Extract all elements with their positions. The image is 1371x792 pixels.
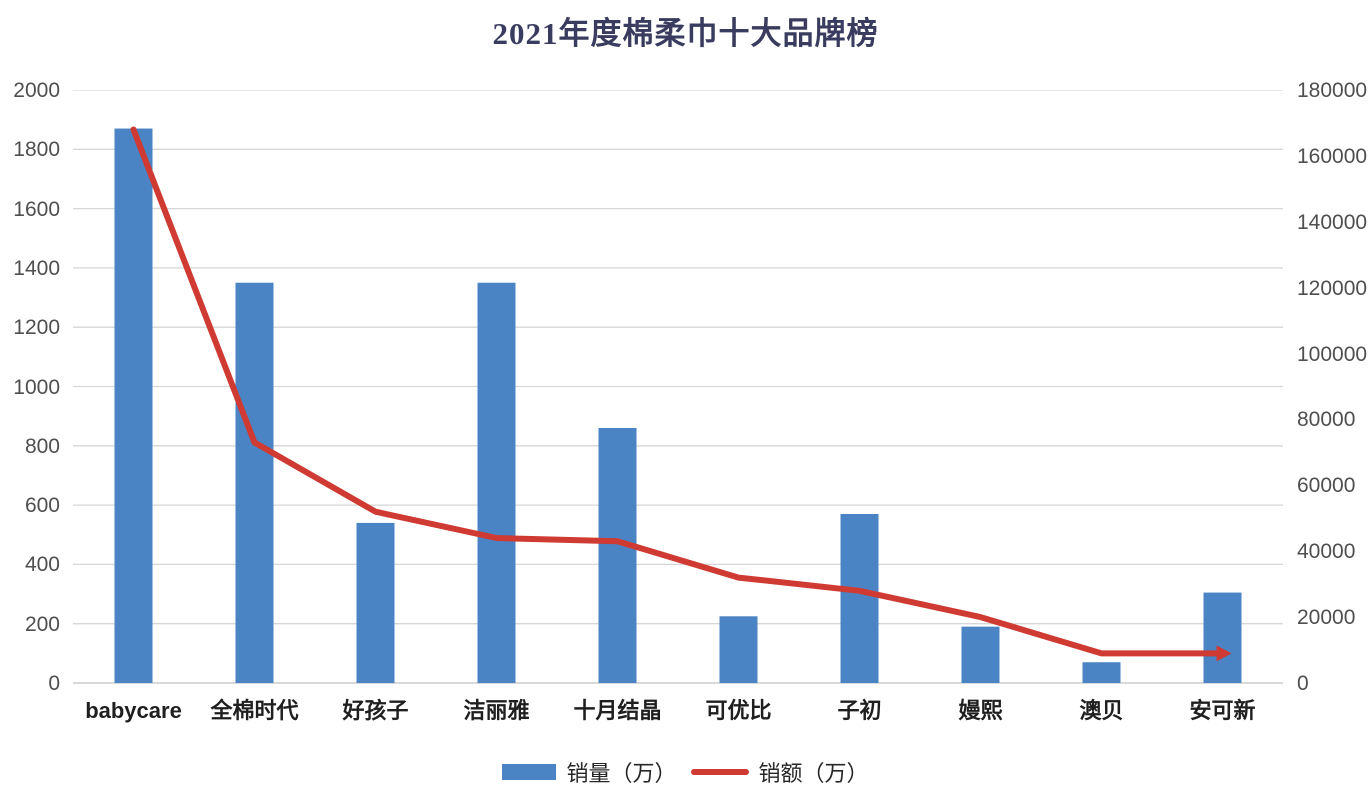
legend-label-sales-volume: 销量（万） [566, 761, 677, 786]
right-axis-tick-140000: 140000 [1297, 210, 1368, 234]
category-label-澳贝: 澳贝 [1079, 698, 1124, 723]
sales-amount-line [130, 126, 1226, 657]
legend-item-sales-volume: 销量（万） [502, 756, 677, 788]
category-label-十月结晶: 十月结晶 [573, 698, 662, 723]
bar-全棉时代 [235, 282, 274, 683]
bar-babycare [114, 128, 153, 684]
category-label-洁丽雅: 洁丽雅 [463, 698, 530, 723]
bar-洁丽雅 [477, 282, 516, 683]
bar-嫚熙 [961, 626, 1000, 683]
bar-可优比 [719, 616, 758, 683]
right-axis-tick-80000: 80000 [1297, 408, 1356, 432]
bar-子初 [840, 513, 879, 683]
right-axis-tick-40000: 40000 [1297, 540, 1356, 564]
left-axis-tick-2000: 2000 [13, 79, 60, 102]
right-axis-tick-100000: 100000 [1297, 342, 1368, 366]
bar-安可新 [1203, 592, 1242, 683]
left-axis-tick-1400: 1400 [13, 256, 60, 280]
bar-series-swatch-icon [502, 764, 557, 780]
left-axis-tick-200: 200 [24, 612, 60, 636]
legend: 销量（万） 销额（万） [0, 756, 1371, 788]
left-axis-tick-400: 400 [24, 553, 60, 577]
right-axis-tick-0: 0 [1297, 672, 1309, 695]
right-axis-tick-180000: 180000 [1297, 79, 1368, 102]
chart-title: 2021年度棉柔巾十大品牌榜 [492, 16, 879, 51]
category-label-babycare: babycare [85, 698, 182, 723]
legend-item-sales-amount: 销额（万） [690, 756, 869, 788]
category-label-嫚熙: 嫚熙 [958, 698, 1003, 723]
line-series-swatch-icon [690, 769, 749, 775]
left-axis-tick-600: 600 [24, 494, 60, 518]
legend-label-sales-amount: 销额（万） [758, 761, 869, 786]
category-label-好孩子: 好孩子 [342, 698, 409, 723]
category-label-全棉时代: 全棉时代 [210, 698, 299, 723]
left-axis-tick-1600: 1600 [13, 197, 60, 221]
left-axis-tick-1000: 1000 [13, 375, 60, 399]
right-axis-tick-20000: 20000 [1297, 606, 1356, 630]
bar-十月结晶 [598, 428, 637, 683]
category-label-可优比: 可优比 [705, 698, 772, 723]
line-end-arrow-icon [1216, 645, 1232, 662]
left-axis-tick-1200: 1200 [13, 316, 60, 340]
left-axis-tick-1800: 1800 [13, 138, 60, 162]
category-label-子初: 子初 [837, 698, 882, 723]
left-axis-tick-0: 0 [48, 672, 60, 695]
bar-澳贝 [1082, 662, 1121, 683]
left-axis-tick-800: 800 [24, 434, 60, 458]
plot-area [73, 90, 1283, 684]
right-axis-tick-120000: 120000 [1297, 276, 1368, 300]
category-label-安可新: 安可新 [1189, 698, 1256, 723]
right-axis-tick-160000: 160000 [1297, 144, 1368, 168]
bar-好孩子 [356, 522, 395, 683]
right-axis-tick-60000: 60000 [1297, 474, 1356, 498]
